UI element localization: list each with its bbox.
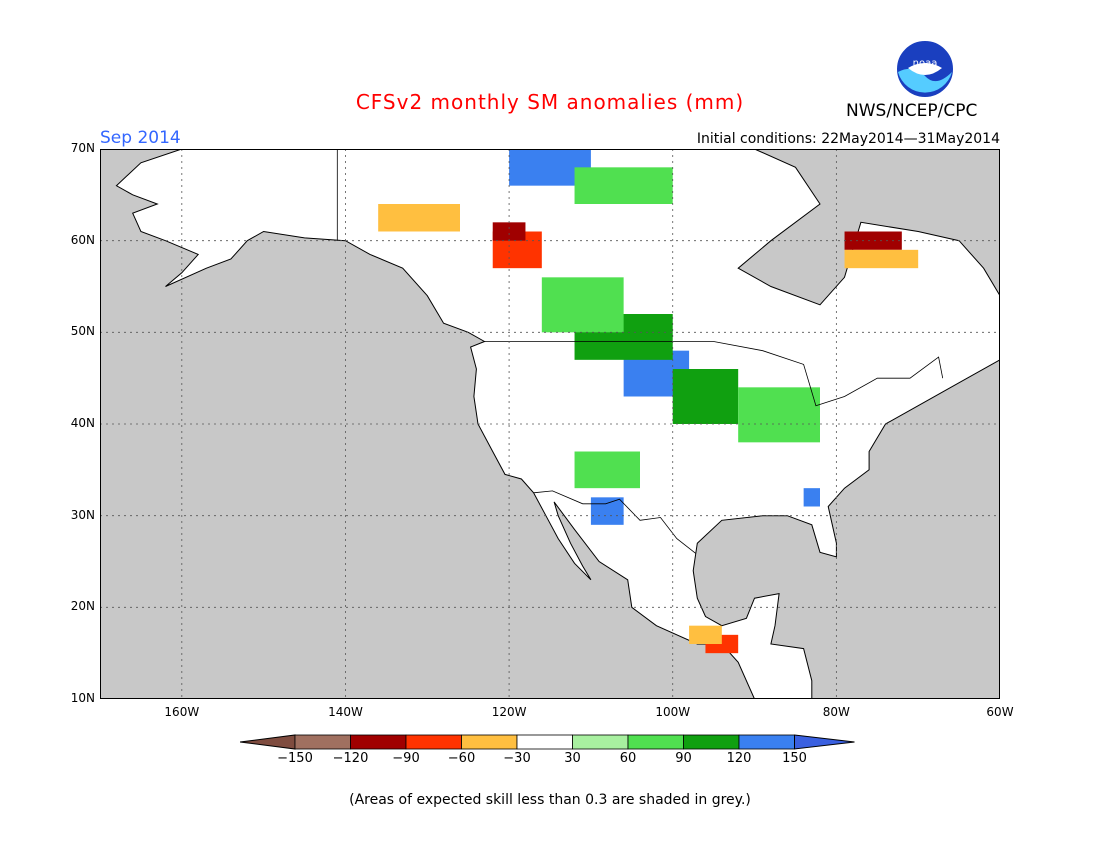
legend-swatch (794, 734, 855, 750)
legend-swatch (627, 734, 684, 750)
legend-label: 60 (619, 751, 637, 766)
lat-tick-label: 10N (70, 691, 95, 705)
legend-label: −150 (277, 751, 313, 766)
legend-swatch (350, 734, 407, 750)
legend-label: 120 (726, 751, 752, 766)
legend-label: −60 (447, 751, 476, 766)
skill-note: (Areas of expected skill less than 0.3 a… (349, 792, 751, 808)
anomaly-cell (590, 497, 624, 525)
legend-label: −30 (503, 751, 531, 766)
political-borders (336, 149, 944, 554)
legend-swatch (405, 734, 462, 750)
lon-tick-label: 100W (655, 705, 691, 719)
legend-label: −90 (392, 751, 420, 766)
legend-swatch (738, 734, 795, 750)
north-america-land (115, 149, 1000, 699)
border-line (533, 490, 696, 554)
noaa-logo-icon: noaa (895, 39, 955, 99)
lat-tick-label: 40N (70, 416, 95, 430)
anomaly-cell (541, 277, 624, 333)
lon-tick-label: 140W (328, 705, 363, 719)
forecast-month: Sep 2014 (100, 128, 181, 148)
legend-label: 90 (675, 751, 692, 766)
land-masses (115, 149, 1000, 699)
anomaly-cell (492, 222, 526, 241)
initial-conditions: Initial conditions: 22May2014—31May2014 (696, 131, 1000, 147)
legend-swatch (516, 734, 573, 750)
anomaly-cell (689, 625, 722, 644)
legend-swatch (294, 734, 351, 750)
legend-swatch (572, 734, 629, 750)
border-line (484, 341, 944, 407)
map-title: CFSv2 monthly SM anomalies (mm) (355, 90, 745, 114)
anomaly-cell (574, 167, 673, 204)
legend-swatch (461, 734, 518, 750)
anomaly-cell (738, 387, 820, 443)
legend-label: 150 (782, 751, 807, 766)
lat-tick-label: 70N (70, 141, 95, 155)
lat-tick-label: 20N (70, 599, 95, 614)
agency-label: NWS/NCEP/CPC (846, 101, 978, 121)
anomaly-cell (574, 451, 640, 489)
svg-text:noaa: noaa (913, 58, 938, 69)
legend-label: 30 (564, 751, 581, 766)
lat-tick-label: 30N (70, 507, 95, 522)
color-legend (240, 734, 855, 750)
lon-tick-label: 120W (491, 705, 527, 719)
anomaly-regions (378, 149, 919, 654)
anomaly-cell (803, 488, 820, 507)
lon-tick-label: 160W (164, 705, 200, 719)
anomaly-cell (378, 204, 460, 232)
lon-tick-label: 80W (822, 705, 850, 719)
lon-tick-label: 60W (986, 705, 1014, 719)
legend-label: −120 (332, 751, 369, 766)
legend-swatch (683, 734, 740, 750)
anomaly-cell (672, 369, 739, 424)
graticule (100, 149, 1000, 699)
lat-tick-label: 50N (70, 324, 95, 339)
anomaly-cell (844, 231, 902, 250)
legend-swatch (240, 734, 296, 750)
lat-tick-label: 60N (70, 232, 95, 247)
anomaly-cell (844, 249, 919, 269)
anomaly-map (100, 149, 1000, 699)
